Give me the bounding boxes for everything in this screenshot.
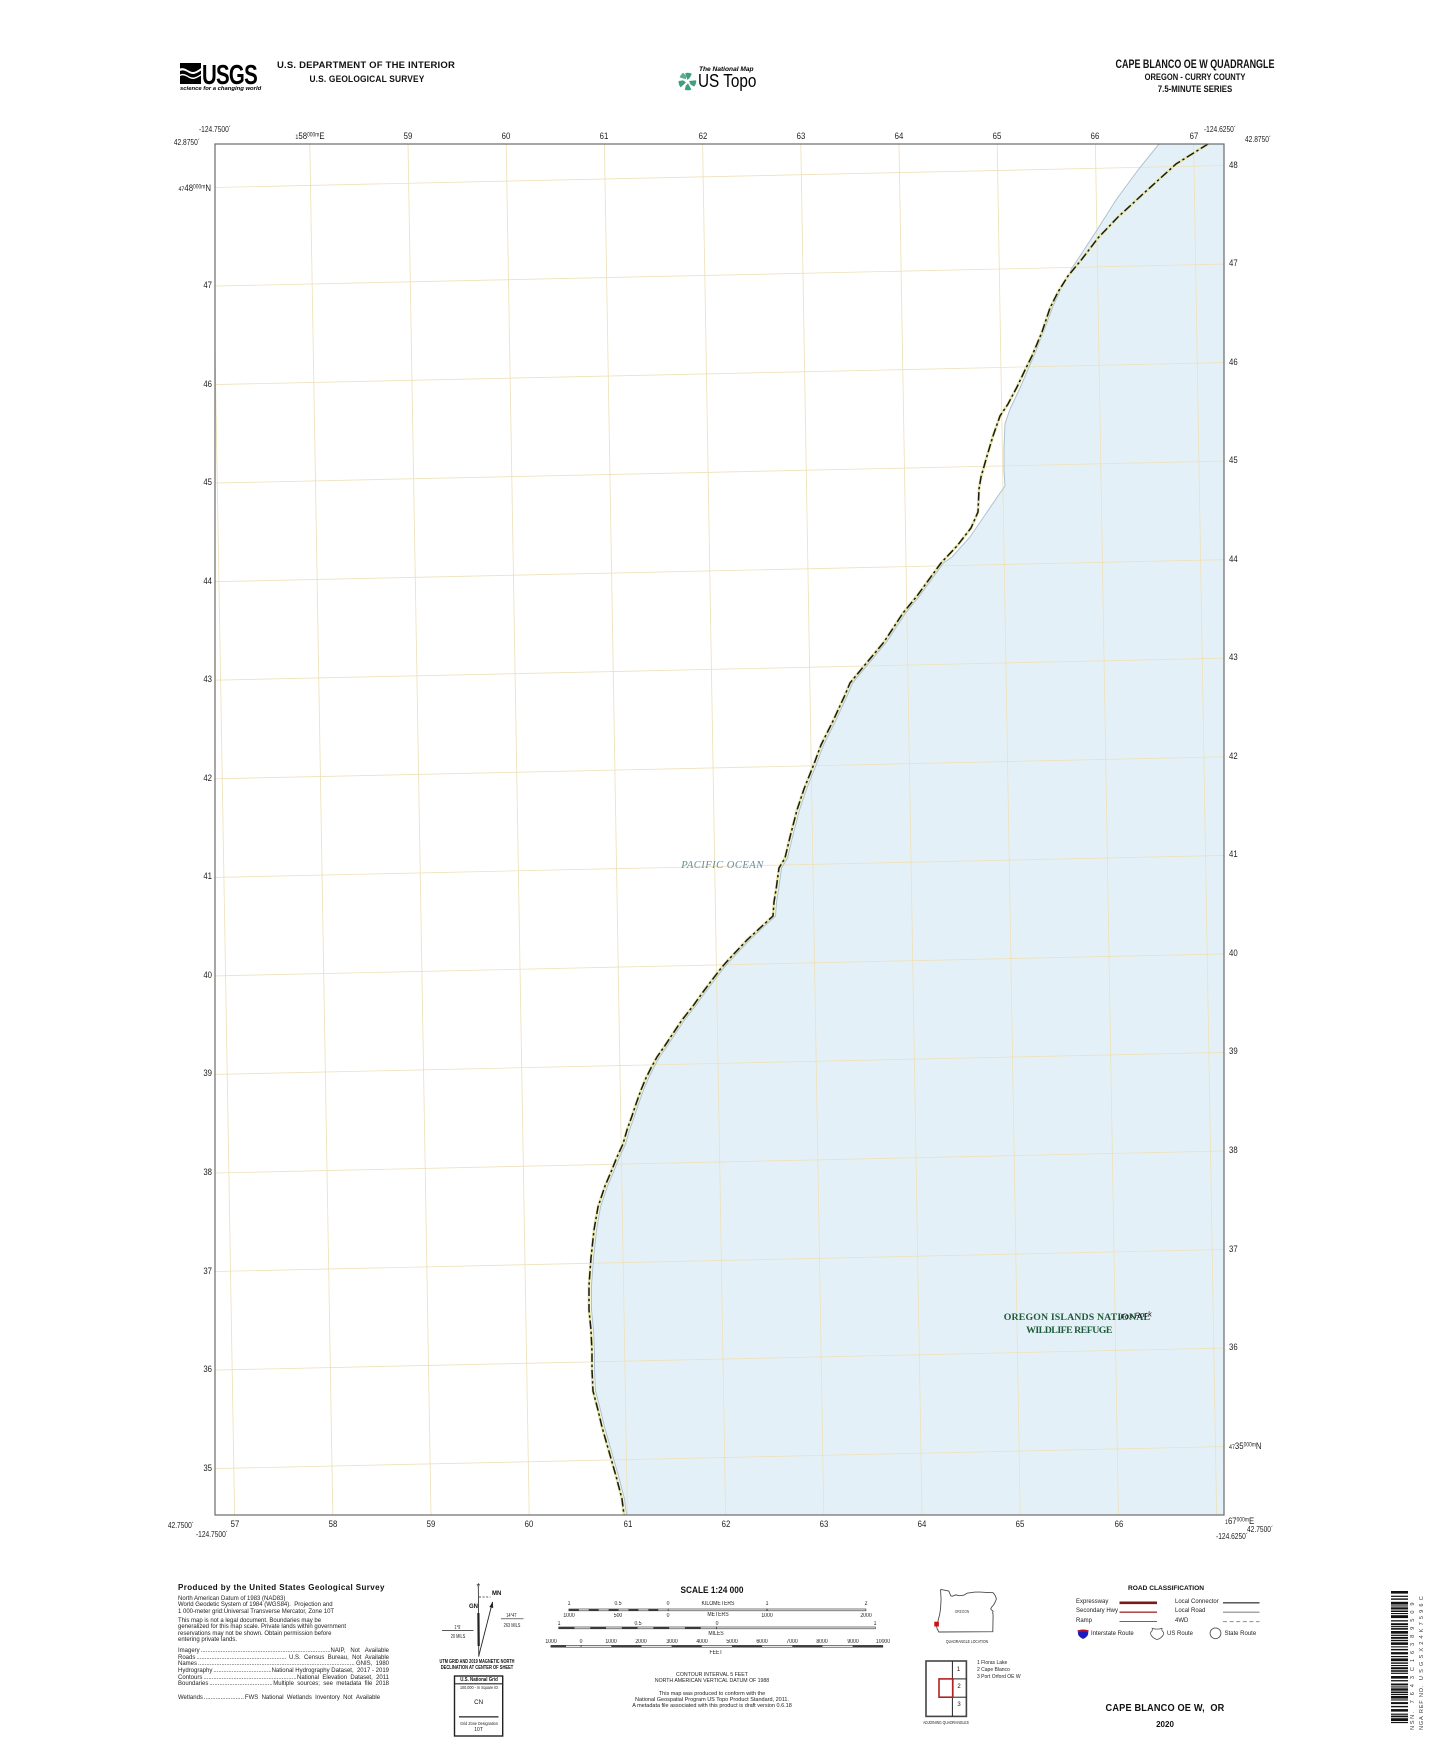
svg-text:*: * xyxy=(476,1582,480,1593)
